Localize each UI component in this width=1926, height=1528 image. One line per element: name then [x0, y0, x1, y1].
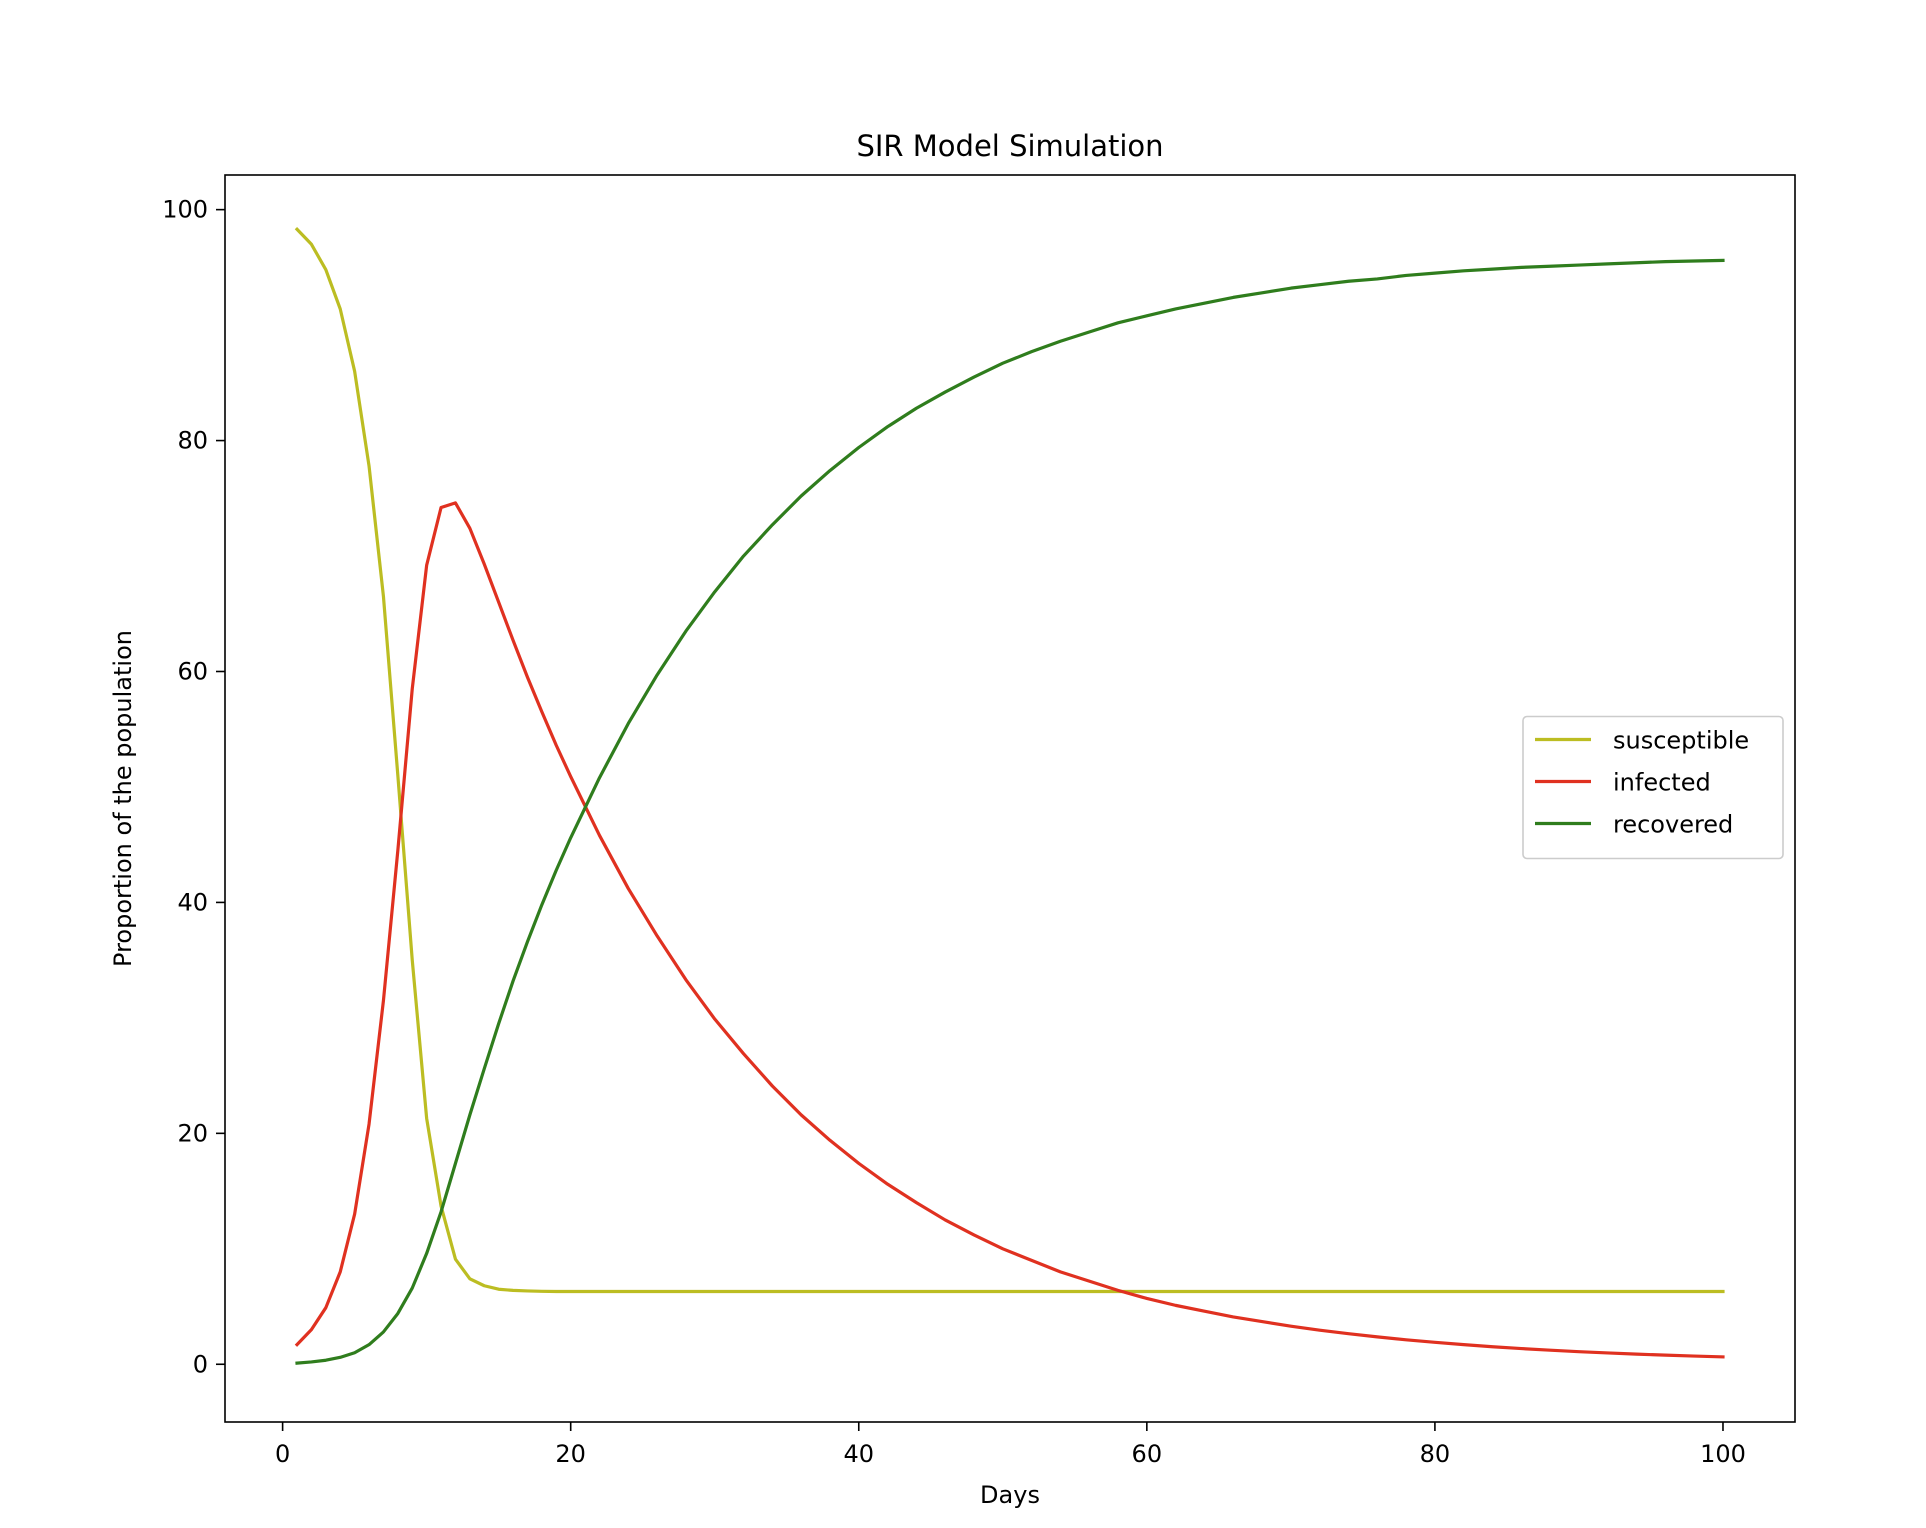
chart-title: SIR Model Simulation: [856, 129, 1163, 163]
y-tick-label: 80: [177, 427, 208, 455]
x-tick-label: 100: [1700, 1440, 1746, 1468]
legend-label-recovered: recovered: [1613, 811, 1733, 839]
series-line-infected: [294, 501, 1725, 1359]
series-line-recovered: [295, 258, 1725, 1365]
x-axis-title: Days: [980, 1481, 1040, 1509]
y-tick-label: 100: [162, 196, 208, 224]
legend-label-susceptible: susceptible: [1613, 727, 1749, 755]
series-line-susceptible: [294, 227, 1725, 1294]
y-axis-title: Proportion of the population: [109, 630, 137, 967]
y-tick-label: 20: [177, 1119, 208, 1147]
y-tick-label: 60: [177, 657, 208, 685]
x-tick-label: 40: [843, 1440, 874, 1468]
y-tick-label: 40: [177, 888, 208, 916]
x-tick-label: 0: [275, 1440, 290, 1468]
x-tick-label: 80: [1420, 1440, 1451, 1468]
y-axis-ticks: 0 20 40 60 80 100: [162, 196, 225, 1378]
x-axis-ticks: 0 20 40 60 80 100: [275, 1422, 1746, 1468]
x-tick-label: 20: [555, 1440, 586, 1468]
series-layer: [294, 227, 1725, 1365]
x-tick-label: 60: [1132, 1440, 1163, 1468]
legend-label-infected: infected: [1613, 769, 1711, 797]
y-tick-label: 0: [193, 1350, 208, 1378]
plot-area-frame: [224, 174, 1796, 1423]
chart-legend: susceptible infected recovered: [1522, 715, 1784, 860]
